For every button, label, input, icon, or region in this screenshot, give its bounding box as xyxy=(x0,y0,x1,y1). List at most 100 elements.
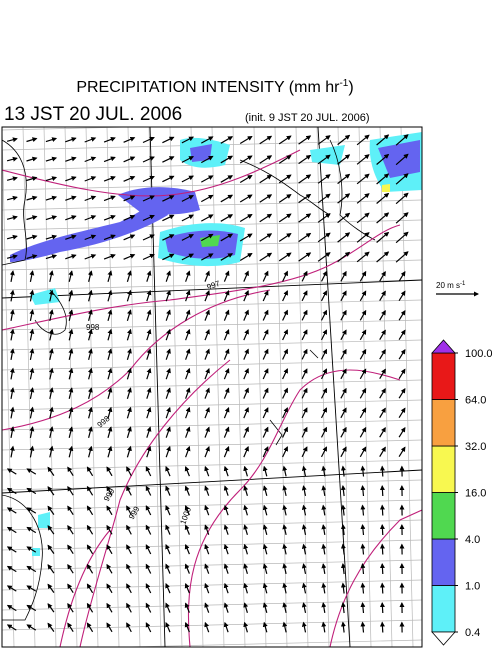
wind-arrow xyxy=(9,445,15,458)
wind-arrow xyxy=(262,543,268,555)
wind-arrow xyxy=(243,621,249,633)
wind-arrow xyxy=(165,270,171,282)
wind-arrow xyxy=(359,387,367,399)
wind-arrow xyxy=(145,602,152,613)
wind-arrow xyxy=(126,348,132,360)
contour-label: 999 xyxy=(102,486,117,503)
wind-arrow xyxy=(262,329,269,341)
wind-arrow xyxy=(321,563,327,574)
grid-line xyxy=(2,199,422,211)
grid-line xyxy=(211,127,225,647)
wind-arrow xyxy=(47,525,55,535)
wind-arrow xyxy=(379,465,385,477)
wind-arrow xyxy=(360,465,366,477)
colorbar-label: 4.0 xyxy=(465,534,480,546)
wind-arrow xyxy=(47,564,55,574)
wind-arrow xyxy=(201,233,214,242)
wind-arrow xyxy=(145,466,152,477)
wind-arrow xyxy=(126,544,132,555)
wind-arrow xyxy=(321,582,327,594)
wind-arrow xyxy=(165,543,171,555)
wind-arrow xyxy=(126,270,132,282)
wind-arrow xyxy=(84,156,97,163)
valid-time: 13 JST 20 JUL. 2006 xyxy=(4,104,182,125)
wind-arrow xyxy=(243,524,249,535)
wind-arrow xyxy=(26,624,37,631)
wind-arrow xyxy=(360,524,366,536)
wind-arrow xyxy=(84,176,97,182)
wind-arrow xyxy=(145,524,152,535)
wind-arrow xyxy=(376,231,390,243)
wind-arrow xyxy=(298,252,312,262)
wind-arrow xyxy=(204,485,210,496)
wind-arrow xyxy=(126,466,132,477)
wind-arrow xyxy=(185,387,191,399)
wind-arrow xyxy=(146,309,152,321)
grid-line xyxy=(106,127,120,647)
wind-arrow xyxy=(379,270,386,282)
wind-arrow xyxy=(123,214,136,221)
wind-arrow xyxy=(86,544,94,555)
wind-arrow xyxy=(65,234,77,240)
wind-arrow xyxy=(103,254,116,260)
colorbar-segment xyxy=(431,538,456,586)
wind-arrow xyxy=(340,563,346,575)
wind-arrow xyxy=(282,290,288,302)
wind-arrow xyxy=(243,289,249,302)
wind-arrow xyxy=(340,426,347,438)
wind-arrow xyxy=(201,194,214,203)
wind-arrow xyxy=(243,563,249,574)
wind-arrow xyxy=(243,485,249,496)
wind-arrow xyxy=(321,621,327,633)
wind-arrow xyxy=(282,348,288,360)
grid-line xyxy=(2,439,422,451)
wind-arrow xyxy=(45,176,58,182)
wind-arrow xyxy=(103,215,116,221)
wind-arrow xyxy=(123,253,136,260)
wind-arrow xyxy=(181,156,194,163)
wind-arrow xyxy=(337,193,351,204)
wind-arrow xyxy=(29,445,35,458)
wind-arrow xyxy=(320,290,328,302)
wind-arrow xyxy=(67,622,74,633)
wind-arrow xyxy=(184,602,190,613)
wind-arrow xyxy=(320,407,328,419)
grid-line xyxy=(22,127,36,647)
wind-arrow xyxy=(243,426,249,438)
wind-arrow xyxy=(301,368,308,380)
wind-arrow xyxy=(165,602,171,613)
wind-arrow xyxy=(320,368,328,380)
wind-arrow xyxy=(223,289,230,302)
wind-arrow xyxy=(398,407,406,419)
wind-arrow xyxy=(395,212,409,224)
wind-arrow xyxy=(376,251,390,263)
wind-arrow xyxy=(106,602,113,613)
wind-arrow xyxy=(9,328,15,341)
wind-arrow xyxy=(162,214,175,222)
wind-arrow xyxy=(185,426,191,438)
wind-arrow xyxy=(103,195,116,202)
wind-arrow xyxy=(142,156,155,163)
wind-arrow xyxy=(376,153,390,165)
grid-line xyxy=(2,499,422,511)
wind-arrow xyxy=(48,426,54,439)
wind-arrow xyxy=(146,445,152,458)
wind-arrow xyxy=(243,582,249,594)
wind-arrow xyxy=(126,289,132,302)
contour-labels: 997 998 998 999 999 1000 xyxy=(86,279,222,526)
wind-arrow xyxy=(84,215,97,221)
wind-arrow xyxy=(107,367,113,380)
wind-arrow xyxy=(165,621,171,633)
wind-arrow xyxy=(340,524,346,536)
wind-arrow xyxy=(379,504,385,516)
wind-arrow xyxy=(317,154,331,165)
wind-arrow xyxy=(165,309,171,321)
wind-arrow xyxy=(359,426,367,438)
wind-arrow xyxy=(29,426,35,439)
wind-arrow xyxy=(6,526,17,534)
wind-arrow xyxy=(223,543,229,555)
wind-arrow xyxy=(107,270,113,282)
wind-arrow xyxy=(87,445,93,458)
wind-arrow xyxy=(223,387,230,399)
wind-arrow xyxy=(107,289,113,302)
